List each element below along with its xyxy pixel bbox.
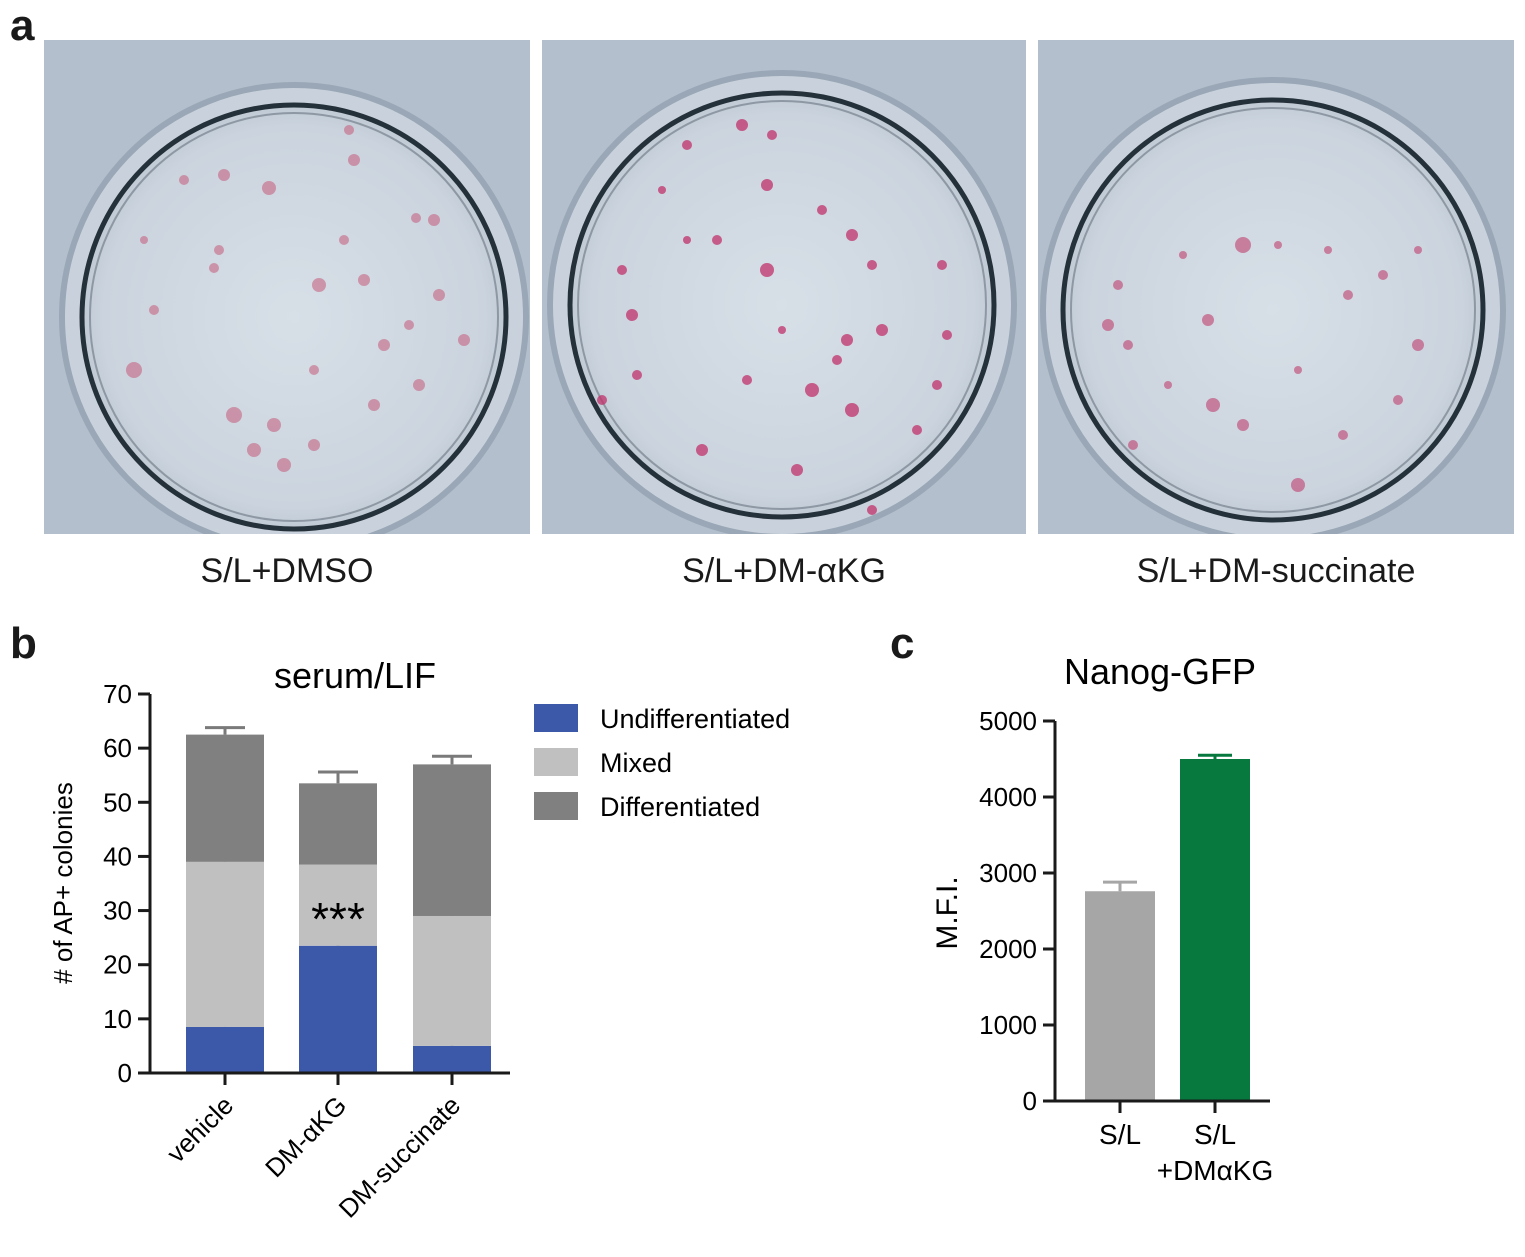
y-tick-label-30: 30 — [103, 896, 132, 926]
y-tick-label-3000: 3000 — [979, 858, 1037, 888]
dm-akg-colonies — [597, 119, 952, 515]
bar-mixed-dm-kg — [299, 864, 377, 946]
bar-undifferentiated-dm-succinate — [413, 1045, 491, 1073]
x-tick-label-vehicle: vehicle — [161, 1090, 239, 1168]
legend-swatch-mixed — [534, 748, 578, 776]
x-tick-label-s-l-line-0: S/L — [1099, 1119, 1141, 1150]
chart-b-y-axis-label: # of AP+ colonies — [48, 782, 78, 984]
bar-mixed-vehicle — [186, 861, 264, 1027]
significance-annotation-dm-kg: *** — [311, 893, 365, 945]
dish-caption-dm-succinate: S/L+DM-succinate — [1136, 552, 1416, 590]
y-tick-label-60: 60 — [103, 733, 132, 763]
y-tick-label-5000: 5000 — [979, 706, 1037, 736]
chart-b-title: serum/LIF — [274, 655, 436, 696]
dm-succinate-colonies — [1102, 237, 1424, 492]
legend-label-undifferentiated: Undifferentiated — [600, 704, 790, 734]
dish-caption-dm-akg: S/L+DM-αKG — [682, 552, 886, 590]
bar-differentiated-dm-kg — [299, 783, 377, 865]
x-tick-label-s-l-dm-kg-line-1: +DMαKG — [1157, 1155, 1274, 1186]
bar-mixed-dm-succinate — [413, 915, 491, 1046]
stacked-bar-chart: serum/LIF # of AP+ colonies 0 10 20 30 40 50 6… — [48, 655, 790, 1224]
dish-caption-dmso: S/L+DMSO — [200, 552, 374, 590]
y-tick-label-0: 0 — [1023, 1086, 1037, 1116]
y-tick-label-40: 40 — [103, 841, 132, 871]
y-tick-label-10: 10 — [103, 1004, 132, 1034]
x-tick-label-s-l-dm-kg-line-0: S/L — [1194, 1119, 1236, 1150]
bar-differentiated-vehicle — [186, 734, 264, 862]
bar-differentiated-dm-succinate — [413, 764, 491, 916]
dmso-colonies — [126, 125, 470, 472]
chart-c-title: Nanog-GFP — [1064, 651, 1256, 692]
y-tick-label-2000: 2000 — [979, 934, 1037, 964]
chart-c-y-axis-label: M.F.I. — [931, 876, 964, 949]
x-tick-label-dm-kg: DM-αKG — [259, 1090, 352, 1183]
legend-swatch-undifferentiated — [534, 704, 578, 732]
y-tick-label-50: 50 — [103, 787, 132, 817]
y-tick-label-70: 70 — [103, 679, 132, 709]
dish-photo-dmso — [44, 40, 530, 534]
panel-letter-a: a — [10, 1, 35, 50]
y-tick-label-4000: 4000 — [979, 782, 1037, 812]
dish-photo-dm-succinate — [1038, 40, 1514, 534]
bar-undifferentiated-dm-kg — [299, 945, 377, 1073]
legend-swatch-differentiated — [534, 792, 578, 820]
dish-photo-dm-akg — [542, 40, 1026, 534]
y-tick-label-20: 20 — [103, 950, 132, 980]
y-tick-label-1000: 1000 — [979, 1010, 1037, 1040]
panel-letter-b: b — [10, 619, 37, 668]
bar-s-l — [1085, 891, 1155, 1101]
bar-s-l-dm-kg — [1180, 759, 1250, 1101]
y-tick-label-0: 0 — [118, 1058, 132, 1088]
legend-label-mixed: Mixed — [600, 748, 672, 778]
bar-chart: Nanog-GFP M.F.I. 0 1000 2000 3000 4000 5000 S… — [931, 651, 1274, 1186]
bar-undifferentiated-vehicle — [186, 1026, 264, 1073]
x-tick-label-dm-succinate: DM-succinate — [333, 1090, 467, 1224]
legend-label-differentiated: Differentiated — [600, 792, 760, 822]
panel-letter-c: c — [890, 619, 915, 668]
